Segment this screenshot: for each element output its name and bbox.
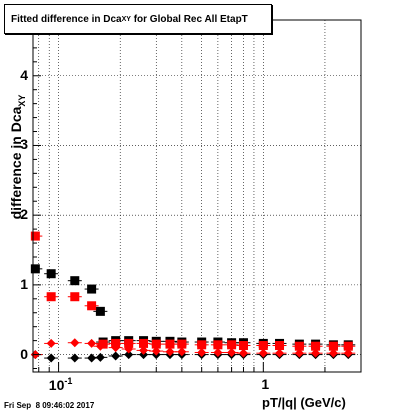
data-point-square [328, 341, 338, 351]
y-axis-label-sub: XY [17, 94, 27, 107]
data-point-diamond [197, 347, 207, 357]
data-point-diamond [275, 348, 285, 358]
data-point-diamond [46, 353, 56, 363]
data-point-diamond [139, 345, 149, 355]
y-tick-label: 2 [20, 206, 28, 223]
x-tick-label-exp: -1 [64, 376, 73, 386]
data-point-square [111, 338, 121, 348]
data-point-square [30, 231, 40, 241]
data-point-square [98, 339, 108, 349]
data-point-diamond [87, 338, 97, 348]
data-point-square [227, 340, 237, 350]
data-point-square [294, 341, 304, 351]
data-point-square [177, 339, 187, 349]
data-point-diamond [227, 347, 237, 357]
data-point-square [165, 339, 175, 349]
data-point-square [87, 301, 97, 311]
x-axis-label: pT/|q| (GeV/c) [262, 395, 346, 410]
data-point-diamond [87, 353, 97, 363]
data-point-square [124, 338, 134, 348]
x-tick-label-base: 1 [261, 376, 270, 392]
data-point-diamond [311, 348, 321, 358]
data-point-square [151, 339, 161, 349]
data-point-square [30, 264, 40, 274]
data-point-diamond [111, 351, 121, 361]
data-point-square [46, 292, 56, 302]
y-tick-label: 4 [20, 66, 28, 83]
y-axis-label-main: difference in Dca [8, 106, 24, 220]
data-point-diamond [238, 348, 248, 358]
axis-ticks [33, 33, 326, 372]
data-point-diamond [213, 347, 223, 357]
chart-title-rest: for Global Rec All EtapT [130, 13, 248, 25]
data-point-square [213, 340, 223, 350]
x-tick-label: 1 [261, 376, 269, 392]
data-point-square [139, 338, 149, 348]
data-point-square [238, 341, 248, 351]
chart-title-main: Fitted difference in Dca [11, 13, 122, 25]
data-point-square [95, 306, 105, 316]
chart-title: Fitted difference in Dca XY for Global Re… [4, 4, 272, 34]
timestamp: Fri Sep 8 09:46:02 2017 [4, 401, 95, 410]
data-point-square [70, 276, 80, 286]
data-point-diamond [124, 350, 134, 360]
data-point-diamond [177, 347, 187, 357]
data-point-diamond [258, 348, 268, 358]
x-tick-label-base: 10 [48, 377, 65, 393]
x-tick-label: 10-1 [49, 376, 73, 393]
y-tick-label: 1 [20, 275, 28, 292]
data-point-square [70, 292, 80, 302]
data-point-diamond [343, 348, 353, 358]
data-point-diamond [95, 352, 105, 362]
y-tick-label: 0 [20, 345, 28, 362]
data-point-square [275, 341, 285, 351]
data-point-square [197, 340, 207, 350]
data-point-square [343, 341, 353, 351]
data-point-diamond [165, 347, 175, 357]
data-point-square [311, 341, 321, 351]
data-point-square [258, 341, 268, 351]
y-tick-label: 3 [20, 136, 28, 153]
data-point-diamond [151, 346, 161, 356]
data-point-diamond [328, 348, 338, 358]
plot-area [33, 20, 361, 372]
data-point-square [46, 269, 56, 279]
data-point-square [87, 284, 97, 294]
data-point-diamond [294, 348, 304, 358]
data-point-diamond [70, 353, 80, 363]
data-marks [30, 231, 356, 363]
data-point-diamond [46, 338, 56, 348]
chart-title-sub: XY [121, 15, 131, 23]
data-point-diamond [70, 338, 80, 348]
